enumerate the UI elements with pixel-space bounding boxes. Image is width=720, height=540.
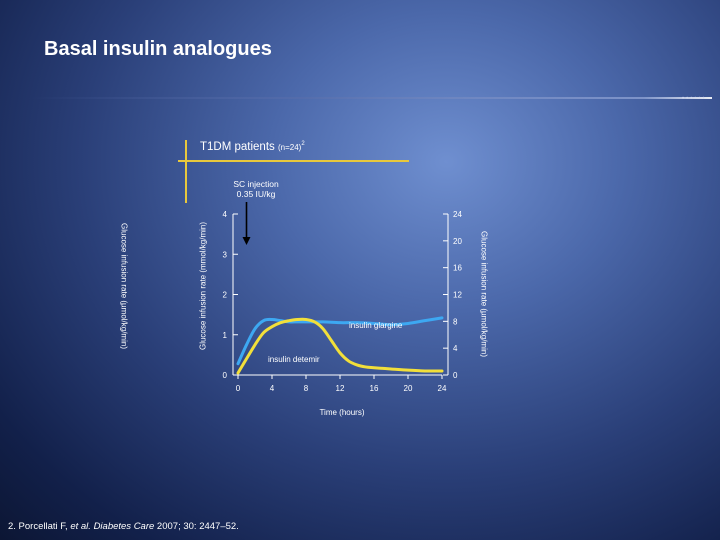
y-left-tick-label: 3 bbox=[223, 250, 228, 259]
y-left-tick-label: 2 bbox=[223, 291, 228, 300]
footnote-suffix: 2007; 30: 2447–52. bbox=[154, 521, 239, 532]
injection-line-1: SC injection bbox=[233, 179, 279, 189]
footnote: 2. Porcellati F, et al. Diabetes Care 20… bbox=[8, 521, 239, 532]
chart-series bbox=[236, 316, 444, 375]
y-right-tick-label: 20 bbox=[453, 237, 462, 246]
y-right-tick-label: 0 bbox=[453, 371, 458, 380]
x-tick-label: 24 bbox=[438, 384, 447, 393]
y-right-tick-label: 16 bbox=[453, 264, 462, 273]
injection-arrow-head bbox=[242, 237, 251, 245]
chart-annotations: insulin glargine insulin detemir bbox=[268, 321, 403, 364]
title-divider bbox=[30, 97, 712, 99]
injection-label: SC injection 0.35 IU/kg bbox=[226, 179, 286, 199]
x-tick-label: 20 bbox=[404, 384, 413, 393]
y-right-tick-label: 4 bbox=[453, 344, 458, 353]
annotation-glargine: insulin glargine bbox=[349, 321, 403, 330]
footnote-prefix: 2. Porcellati F, bbox=[8, 521, 71, 532]
y-left-tick-label: 1 bbox=[223, 331, 228, 340]
panel-title-underline bbox=[178, 160, 409, 162]
y-left-tick-label: 0 bbox=[223, 371, 228, 380]
y-right-tick-label: 24 bbox=[453, 210, 462, 219]
panel-n: (n=24) bbox=[277, 143, 302, 152]
y-left-tick-label: 4 bbox=[223, 210, 228, 219]
panel-accent-bar bbox=[185, 140, 187, 203]
footnote-journal: Diabetes Care bbox=[93, 521, 155, 532]
series-line-insulin-detemir bbox=[236, 316, 444, 366]
x-tick-label: 8 bbox=[304, 384, 309, 393]
divider-dots: •••••• bbox=[682, 96, 707, 102]
y-right-tick-label: 8 bbox=[453, 317, 458, 326]
panel-reference: 2 bbox=[301, 141, 305, 148]
y-right-tick-label: 12 bbox=[453, 291, 462, 300]
x-tick-label: 12 bbox=[336, 384, 345, 393]
x-tick-label: 16 bbox=[370, 384, 379, 393]
panel-title: T1DM patients (n=24)2 bbox=[200, 141, 305, 153]
slide-title: Basal insulin analogues bbox=[44, 38, 272, 60]
annotation-detemir: insulin detemir bbox=[268, 355, 320, 364]
panel-title-text: T1DM patients bbox=[200, 141, 275, 153]
x-tick-label: 4 bbox=[270, 384, 275, 393]
footnote-etal: et al. bbox=[70, 521, 91, 532]
x-axis-label: Time (hours) bbox=[319, 408, 364, 417]
series-line-insulin-glargine bbox=[236, 317, 444, 375]
injection-line-2: 0.35 IU/kg bbox=[236, 189, 276, 199]
x-tick-label: 0 bbox=[236, 384, 241, 393]
